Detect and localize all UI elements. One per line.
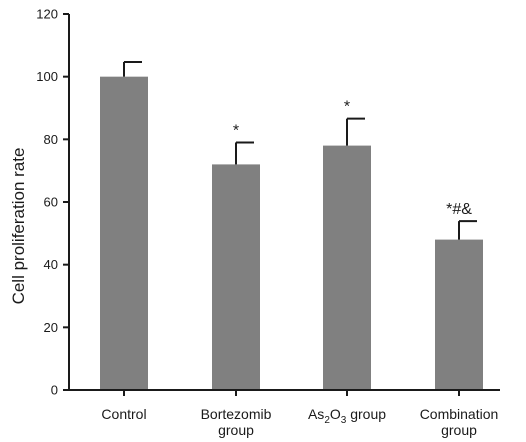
x-tick-label: group (441, 422, 477, 438)
x-tick-label: group (218, 422, 254, 438)
x-tick-label: Combination (420, 406, 499, 422)
x-tick-label: As2O3 group (308, 406, 386, 426)
significance-label: * (233, 122, 239, 139)
significance-label: * (344, 99, 350, 116)
y-axis-ticks: 0 20 40 60 80 100 120 (36, 7, 69, 398)
bars (100, 76, 483, 391)
y-tick-label: 40 (44, 257, 58, 272)
x-tick-label: Bortezomib (201, 406, 272, 422)
y-tick-label: 80 (44, 132, 58, 147)
y-tick-label: 60 (44, 195, 58, 210)
bar (212, 164, 260, 390)
bar (435, 239, 483, 390)
significance-label: *#& (446, 201, 472, 218)
bar (100, 76, 148, 391)
y-tick-label: 0 (51, 383, 58, 398)
y-tick-label: 120 (36, 7, 58, 22)
x-tick-label: Control (101, 406, 146, 422)
bar (323, 145, 371, 390)
significance-annotations: * * *#& (233, 99, 472, 218)
error-bars (123, 60, 477, 240)
y-axis-label: Cell proliferation rate (9, 148, 28, 305)
y-tick-label: 20 (44, 320, 58, 335)
y-tick-label: 100 (36, 69, 58, 84)
